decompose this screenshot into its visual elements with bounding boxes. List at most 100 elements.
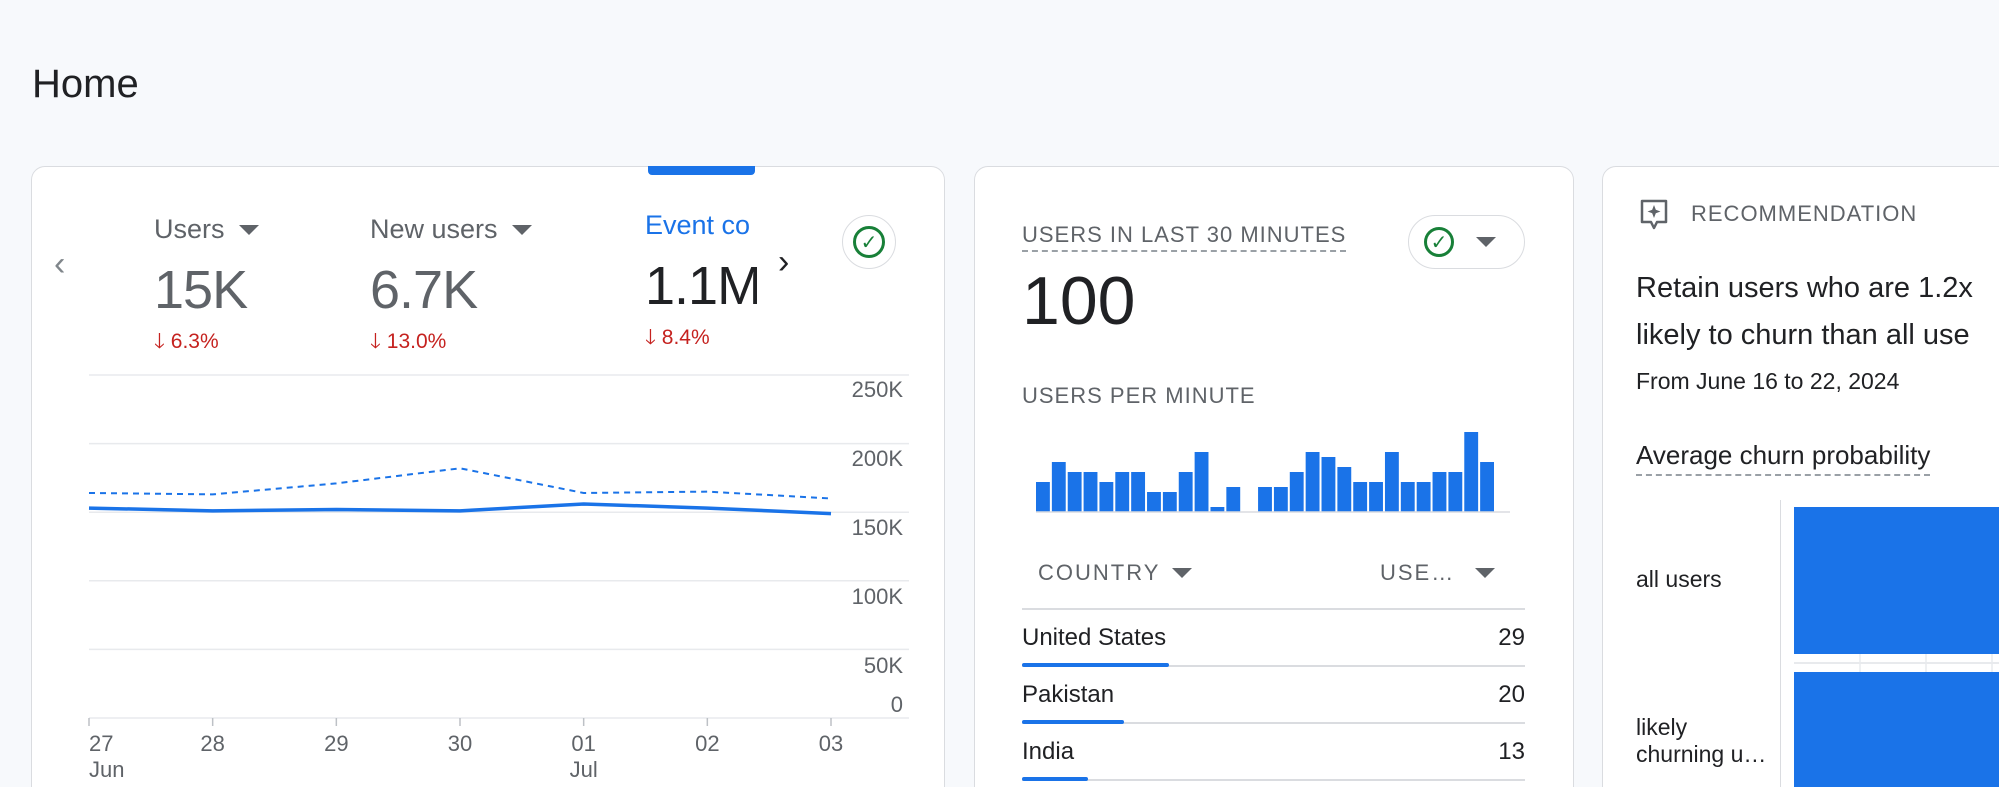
users-per-minute-title: USERS PER MINUTE (1022, 383, 1256, 408)
x-tick-sublabel: Jun (89, 757, 124, 782)
country-users: 13 (1498, 738, 1525, 765)
chevron-down-icon (1172, 568, 1193, 578)
chevron-down-icon (238, 224, 259, 235)
minute-bar (1194, 452, 1209, 512)
x-tick-label: 01 (571, 731, 595, 756)
minute-bar (1178, 472, 1193, 512)
realtime-users-value: 100 (1022, 263, 1136, 339)
minute-bar (1384, 452, 1399, 512)
series-line-comparison (88, 467, 832, 500)
users-per-minute-chart (1036, 432, 1510, 513)
minute-bar (1432, 472, 1447, 512)
overview-card (31, 166, 945, 787)
minute-bar (1210, 507, 1225, 512)
metric-change-users: 🡓 6.3% (154, 330, 219, 353)
metric-tab-new-users[interactable]: New users 6.7K 🡓 13.0% (370, 214, 532, 362)
minute-bar (1051, 462, 1066, 512)
minute-bar (1147, 492, 1161, 512)
y-tick-label: 0 (891, 692, 903, 717)
y-tick-label: 150K (852, 515, 904, 540)
recommendation-sparkle-icon (1640, 199, 1668, 230)
metric-change-new-users: 🡓 13.0% (370, 330, 447, 353)
chevron-down-icon (1475, 568, 1496, 578)
x-tick-label: 03 (819, 731, 843, 756)
metric-label-users[interactable]: Users (154, 214, 259, 245)
metric-tab-users[interactable]: Users 15K 🡓 6.3% (154, 214, 259, 362)
recommendation-date-range: From June 16 to 22, 2024 (1636, 368, 1900, 394)
chevron-down-icon (1476, 237, 1496, 247)
table-row[interactable]: United States 29 (1022, 610, 1525, 667)
users-column-header[interactable]: USE… (1380, 560, 1496, 586)
page-title: Home (32, 62, 139, 106)
recommendation-title[interactable]: Retain users who are 1.2x likely to chur… (1636, 272, 1973, 351)
churn-metric-label[interactable]: Average churn probability (1636, 440, 1931, 476)
minute-bar (1400, 482, 1415, 512)
country-share-bar (1022, 663, 1169, 667)
minute-bar (1369, 482, 1383, 512)
active-metric-indicator (648, 166, 755, 175)
minute-bar (1099, 482, 1114, 512)
y-tick-label: 200K (852, 446, 904, 471)
arrow-down-icon: 🡓 (154, 330, 165, 353)
metric-tab-event-count[interactable]: Event co 1.1M 🡓 8.4% (645, 210, 757, 358)
metric-label-event-count[interactable]: Event co (645, 210, 751, 240)
minute-bar (1115, 472, 1130, 512)
y-tick-label: 100K (852, 584, 904, 609)
country-users: 20 (1498, 681, 1525, 708)
country-table-header: COUNTRY USE… (1022, 546, 1525, 610)
series-line-current (88, 502, 832, 516)
minute-bar (1416, 482, 1431, 512)
minute-bar (1337, 467, 1352, 512)
churn-bar-all-users (1794, 507, 1999, 654)
minute-bar (1305, 452, 1320, 512)
minute-bar (1258, 487, 1272, 512)
minute-bar (1321, 457, 1336, 512)
metric-change-event-count: 🡓 8.4% (645, 326, 710, 349)
minute-bar (1036, 482, 1050, 512)
arrow-down-icon: 🡓 (370, 330, 381, 353)
country-name: India (1022, 738, 1075, 765)
x-tick-label: 29 (324, 731, 348, 756)
x-tick-sublabel: Jul (570, 757, 598, 782)
metric-label-new-users[interactable]: New users (370, 214, 532, 245)
minute-bar (1353, 482, 1368, 512)
chevron-down-icon (511, 224, 532, 235)
churn-bar-likely-churning (1794, 672, 1999, 787)
x-tick-label: 02 (695, 731, 719, 756)
minute-bar (1083, 472, 1098, 512)
minute-bar (1480, 462, 1494, 512)
country-name: Pakistan (1022, 681, 1115, 708)
minute-bar (1273, 487, 1288, 512)
minute-bar (1067, 472, 1082, 512)
country-users: 29 (1498, 624, 1525, 651)
minute-bar (1162, 492, 1177, 512)
recommendation-label: RECOMMENDATION (1691, 201, 1918, 226)
x-tick-label: 27 (89, 731, 113, 756)
x-tick-label: 30 (448, 731, 472, 756)
next-metrics-chevron-icon[interactable]: › (778, 243, 790, 281)
minute-bar (1131, 472, 1146, 512)
metric-value-event-count: 1.1M (645, 256, 757, 316)
country-share-bar (1022, 720, 1124, 724)
country-column-header[interactable]: COUNTRY (1038, 560, 1193, 586)
previous-metrics-chevron-icon[interactable]: ‹ (54, 245, 66, 283)
y-tick-label: 250K (852, 377, 904, 402)
minute-bar (1448, 472, 1463, 512)
country-share-bar (1022, 777, 1088, 781)
table-row[interactable]: Pakistan 20 (1022, 667, 1525, 724)
minute-bar (1226, 487, 1241, 512)
y-tick-label: 50K (864, 653, 903, 678)
category-label-all-users: all users (1636, 566, 1722, 592)
metric-value-new-users: 6.7K (370, 260, 478, 320)
data-quality-button[interactable]: ✓ (842, 215, 896, 269)
table-row[interactable]: India 13 (1022, 724, 1525, 781)
realtime-title[interactable]: USERS IN LAST 30 MINUTES (1022, 222, 1347, 252)
minute-bar (1289, 472, 1304, 512)
metric-value-users: 15K (154, 260, 248, 320)
category-label-likely-churning: likely churning u… (1636, 714, 1767, 767)
realtime-status-dropdown[interactable]: ✓ (1408, 215, 1525, 269)
country-name: United States (1022, 624, 1167, 651)
churn-bar-chart (1780, 500, 1999, 787)
arrow-down-icon: 🡓 (645, 326, 656, 349)
